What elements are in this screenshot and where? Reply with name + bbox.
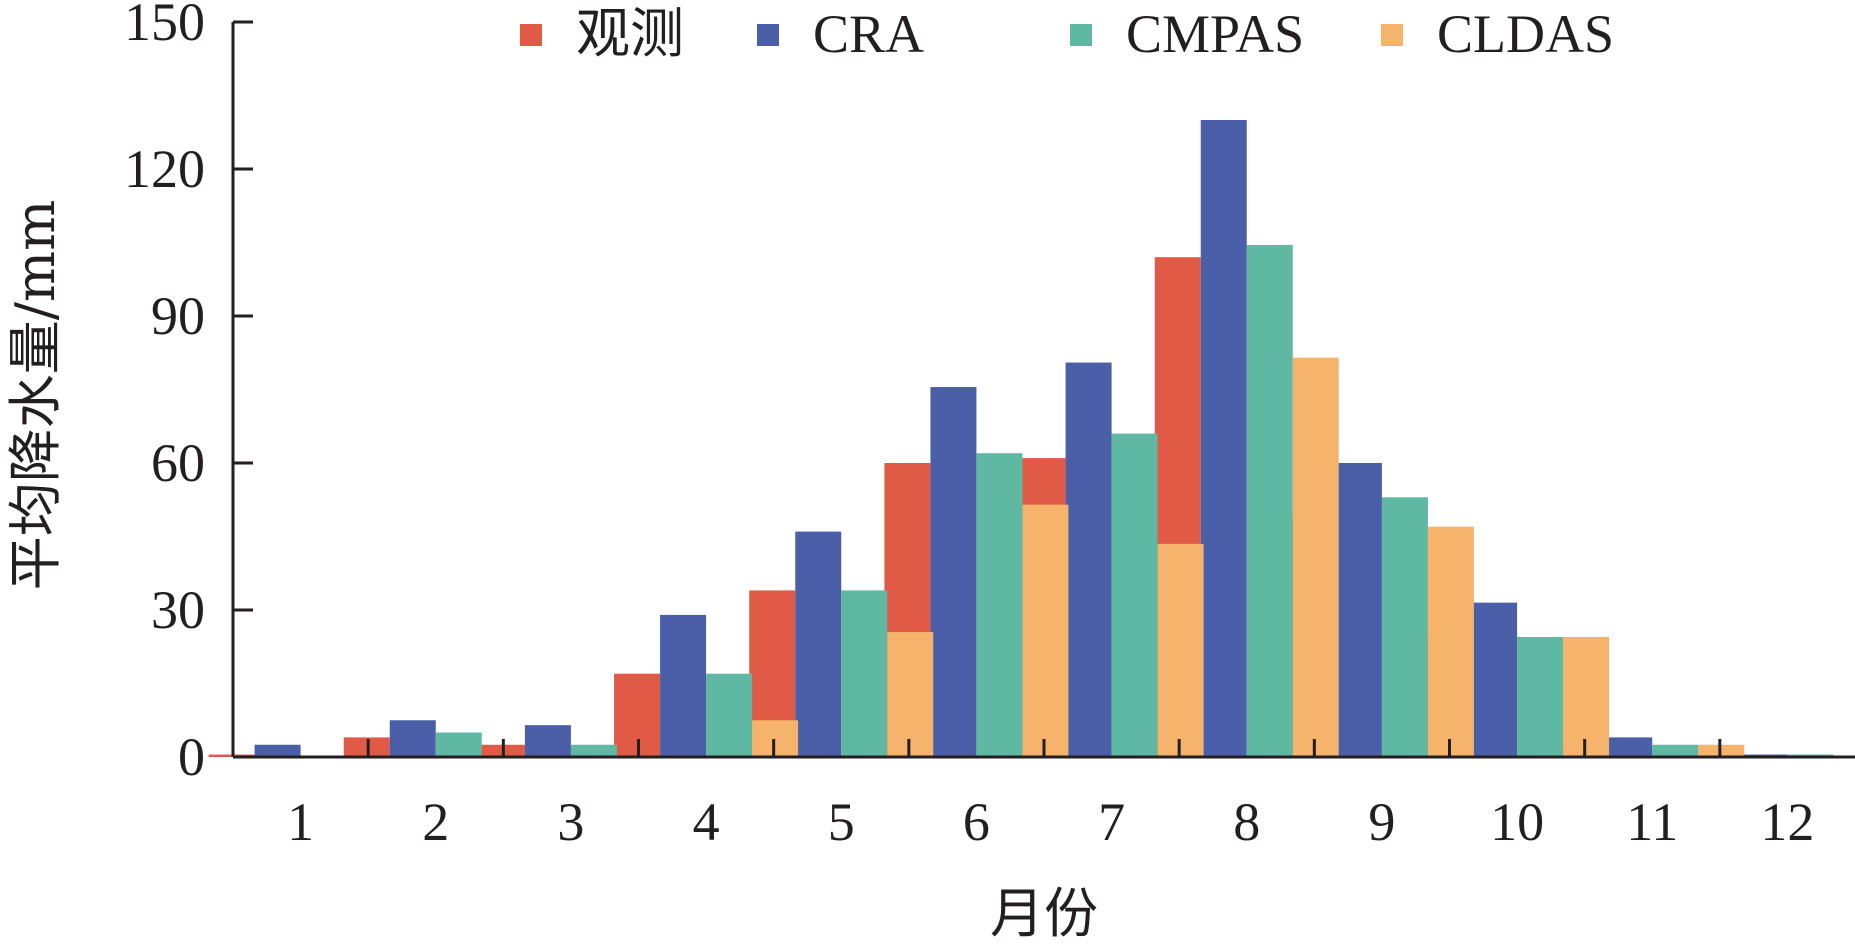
bar-CRA-6 (930, 387, 977, 757)
legend-swatch (1381, 24, 1403, 46)
legend: 观测 CRA CMPAS CLDAS (520, 4, 1614, 64)
x-tick-label: 6 (963, 792, 990, 852)
bar-CMPAS-7 (1111, 433, 1158, 757)
legend-swatch (1070, 24, 1092, 46)
bar-CRA-3 (524, 725, 571, 757)
legend-item-CLDAS: CLDAS (1381, 4, 1614, 64)
y-tick-label: 90 (151, 286, 205, 346)
legend-label: CRA (813, 4, 924, 64)
legend-item-CMPAS: CMPAS (1070, 4, 1304, 64)
x-tick-label: 7 (1098, 792, 1125, 852)
x-tick-label: 3 (557, 792, 584, 852)
bar-CRA-11 (1606, 737, 1653, 757)
bar-CMPAS-8 (1246, 244, 1293, 757)
legend-item-观测: 观测 (520, 4, 684, 64)
x-tick-label: 4 (693, 792, 720, 852)
x-tick-label: 10 (1490, 792, 1544, 852)
legend-swatch (520, 24, 542, 46)
y-ticks: 0 30 60 90 120 150 (124, 0, 253, 787)
bar-CLDAS-10 (1563, 636, 1610, 757)
x-ticks: 1 2 3 4 5 6 7 8 9 10 11 12 (287, 739, 1814, 852)
bar-CRA-8 (1200, 120, 1247, 757)
y-axis-title: 平均降水量/mm (4, 200, 67, 591)
x-tick-label: 1 (287, 792, 314, 852)
x-tick-label: 5 (828, 792, 855, 852)
bar-CMPAS-9 (1381, 497, 1428, 757)
bars-group (208, 120, 1855, 757)
bar-CMPAS-5 (841, 590, 888, 757)
legend-swatch (757, 24, 779, 46)
bar-CMPAS-2 (435, 732, 482, 757)
x-tick-label: 2 (422, 792, 449, 852)
bar-CLDAS-5 (887, 632, 934, 757)
x-tick-label: 8 (1233, 792, 1260, 852)
y-tick-label: 150 (124, 0, 205, 52)
bar-CRA-4 (660, 614, 707, 757)
legend-label: CLDAS (1437, 4, 1614, 64)
legend-label: 观测 (576, 4, 684, 64)
bar-CRA-5 (795, 531, 842, 757)
legend-item-CRA: CRA (757, 4, 924, 64)
x-tick-label: 12 (1760, 792, 1814, 852)
legend-label: CMPAS (1126, 4, 1304, 64)
bar-CLDAS-8 (1292, 357, 1339, 757)
bar-CRA-2 (389, 720, 436, 757)
bar-CLDAS-9 (1427, 526, 1474, 757)
y-tick-label: 120 (124, 139, 205, 199)
bar-CRA-7 (1065, 362, 1112, 757)
x-tick-label: 9 (1368, 792, 1395, 852)
x-axis-title: 月份 (990, 882, 1098, 945)
y-tick-label: 60 (151, 433, 205, 493)
x-tick-label: 11 (1626, 792, 1678, 852)
y-tick-label: 0 (178, 727, 205, 787)
bar-CRA-10 (1471, 602, 1518, 757)
bar-CRA-9 (1335, 463, 1382, 757)
bar-CMPAS-6 (976, 453, 1023, 757)
bar-CMPAS-3 (570, 744, 617, 757)
bar-CRA-1 (254, 744, 301, 757)
bar-CMPAS-10 (1517, 636, 1564, 757)
bar-CMPAS-11 (1652, 744, 1699, 757)
bar-CMPAS-4 (706, 673, 753, 757)
bar-CLDAS-7 (1157, 543, 1204, 757)
bar-CLDAS-6 (1022, 504, 1069, 757)
y-tick-label: 30 (151, 580, 205, 640)
